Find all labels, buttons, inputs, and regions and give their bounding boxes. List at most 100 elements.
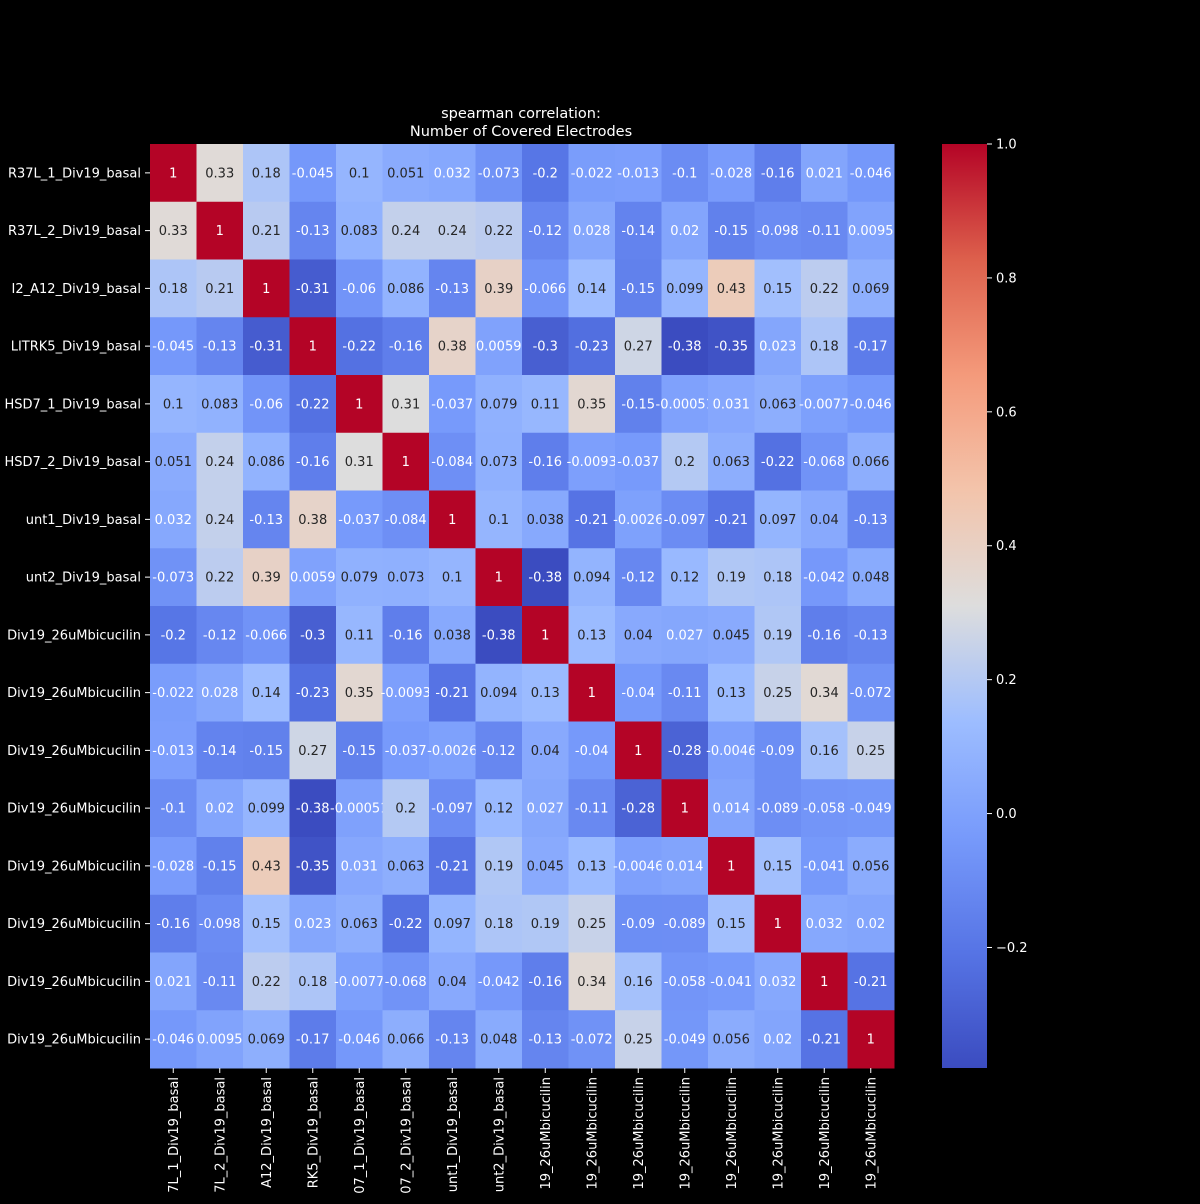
cell-value-label: -0.31 [296,282,330,297]
cell-value-label: 0.069 [852,282,889,297]
cell-value-label: -0.12 [621,571,655,586]
heatmap-cell [847,317,895,376]
heatmap-cell [289,375,337,434]
heatmap-cell [336,663,383,722]
heatmap-cell [289,721,337,780]
heatmap-cell [150,317,197,376]
row-label: R37L_2_Div19_basal [8,224,141,239]
cell-value-label: 0.16 [810,744,839,759]
heatmap-cell [522,375,569,434]
cell-value-label: 0.34 [577,975,606,990]
heatmap-cell [196,721,244,780]
cell-value-label: 0.18 [763,571,792,586]
heatmap-cell [754,317,802,376]
heatmap-cell [429,317,476,376]
column-label: unt1_Div19_basal [446,1077,461,1192]
heatmap-cell [429,490,476,549]
cell-value-label: 0.13 [577,628,606,643]
heatmap-cell [289,663,337,722]
cell-value-label: 0.15 [763,859,792,874]
heatmap-cell [568,894,616,953]
heatmap-cell [382,606,430,665]
column-label: 19_26uMbicucilin [771,1077,786,1190]
heatmap-cell [243,490,290,549]
colorbar-tick-label: 1.0 [996,138,1017,153]
cell-value-label: 1 [820,975,828,990]
cell-value-label: -0.028 [710,166,752,181]
heatmap-cell [708,490,755,549]
heatmap-cell [754,548,802,607]
heatmap-cell [243,144,290,203]
cell-value-label: 0.028 [573,224,610,239]
heatmap-cell [847,432,895,491]
heatmap-cell [522,490,569,549]
cell-value-label: 1 [309,340,317,355]
heatmap-cell [522,952,569,1011]
cell-value-label: -0.17 [296,1033,330,1048]
cell-value-label: -0.049 [664,1033,706,1048]
colorbar-tick-label: 0.0 [996,807,1017,822]
cell-value-label: -0.0093 [567,455,617,470]
cell-value-label: 0.12 [484,802,513,817]
cell-value-label: 0.028 [201,686,238,701]
row-label: unt2_Div19_basal [26,571,141,586]
heatmap-cells: 1 0.33 0.18 -0.045 0.1 0.051 0.032 -0.073 -0.2 -0… [150,144,895,1069]
cell-value-label: 0.13 [577,859,606,874]
heatmap-cell [847,663,895,722]
cell-value-label: 0.11 [345,628,374,643]
heatmap-cell [661,432,709,491]
cell-value-label: 0.032 [155,513,192,528]
cell-value-label: -0.21 [575,513,609,528]
heatmap-cell [150,490,197,549]
cell-value-label: 0.04 [438,975,467,990]
cell-value-label: -0.22 [389,917,423,932]
heatmap-cell [382,201,430,260]
cell-value-label: 0.045 [527,859,564,874]
heatmap-cell [754,144,802,203]
cell-value-label: 0.15 [252,917,281,932]
heatmap-cell [615,317,662,376]
heatmap-cell [661,259,709,318]
cell-value-label: 0.097 [434,917,471,932]
cell-value-label: 0.014 [713,802,750,817]
cell-value-label: 0.02 [670,224,699,239]
cell-value-label: -0.16 [296,455,330,470]
row-label: Div19_26uMbicucilin [7,917,141,932]
cell-value-label: 0.25 [763,686,792,701]
cell-value-label: 0.18 [159,282,188,297]
cell-value-label: 0.021 [155,975,192,990]
heatmap-cell [475,721,523,780]
cell-value-label: -0.0077 [799,397,849,412]
heatmap-cell [801,490,848,549]
cell-value-label: 0.023 [759,340,796,355]
cell-value-label: 0.25 [856,744,885,759]
cell-value-label: 0.04 [624,628,653,643]
cell-value-label: -0.058 [664,975,706,990]
heatmap-cell [801,548,848,607]
heatmap-cell [615,952,662,1011]
heatmap-cell [847,201,895,260]
cell-value-label: -0.11 [668,686,702,701]
heatmap-cell [150,144,197,203]
heatmap-cell [801,144,848,203]
heatmap-cell [475,894,523,953]
cell-value-label: 0.24 [205,513,234,528]
cell-value-label: 0.1 [488,513,509,528]
column-label: 07_2_Div19_basal [399,1077,414,1194]
cell-value-label: 0.13 [717,686,746,701]
heatmap-cell [708,548,755,607]
heatmap-cell [150,548,197,607]
cell-value-label: 0.24 [391,224,420,239]
heatmap-cell [801,894,848,953]
heatmap-cell [382,259,430,318]
cell-value-label: 0.086 [387,282,424,297]
heatmap-cell [429,606,476,665]
cell-value-label: 0.079 [480,397,517,412]
cell-value-label: 0.39 [252,571,281,586]
cell-value-label: 0.02 [763,1033,792,1048]
cell-value-label: 0.35 [577,397,606,412]
cell-value-label: 1 [541,628,549,643]
heatmap-cell [847,606,895,665]
heatmap-cell [847,490,895,549]
cell-value-label: -0.046 [850,397,892,412]
